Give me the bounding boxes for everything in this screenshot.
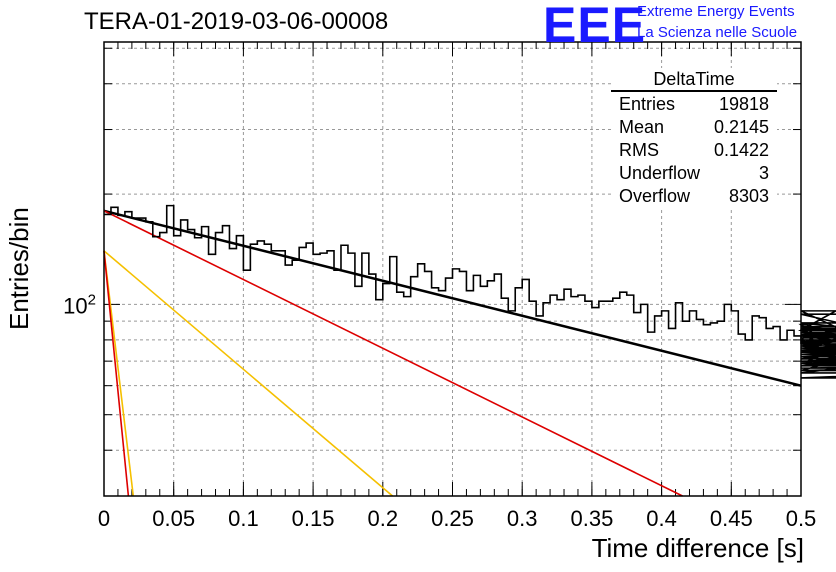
stats-box: DeltaTime Entries 19818 Mean 0.2145 RMS … [611, 68, 777, 208]
stats-row: RMS 0.1422 [611, 139, 777, 162]
x-axis-label: Time difference [s] [591, 533, 804, 563]
x-tick-label: 0 [98, 506, 110, 531]
stats-row: Underflow 3 [611, 162, 777, 185]
logo-line-2: La Scienza nelle Scuole [637, 24, 798, 41]
chart-title: TERA-01-2019-03-06-00008 [84, 8, 389, 35]
logo-line-1: Extreme Energy Events [637, 3, 795, 20]
x-tick-label: 0.4 [646, 506, 677, 531]
fit-line-fast [103, 250, 135, 497]
x-tick-label: 0.45 [710, 506, 753, 531]
stats-label: Mean [619, 117, 665, 137]
fit-line-slow [103, 210, 683, 497]
histogram [104, 204, 836, 379]
x-tick-label: 0.2 [368, 506, 399, 531]
stats-value: 3 [758, 163, 769, 183]
x-tick-label: 0.25 [431, 506, 474, 531]
fit-line-mid [103, 250, 394, 497]
fit-line-fastest [103, 250, 130, 497]
histogram-outline [104, 204, 836, 379]
plot-frame [103, 41, 802, 497]
x-tick-label: 0.05 [152, 506, 195, 531]
grid [104, 42, 801, 497]
y-tick-label: 102 [63, 291, 96, 318]
stats-label: Overflow [619, 186, 691, 206]
stats-row: Entries 19818 [611, 93, 777, 116]
stats-row: Mean 0.2145 [611, 116, 777, 139]
stats-value: 0.2145 [713, 117, 769, 137]
fit-curves [103, 209, 802, 497]
stats-label: Entries [619, 94, 676, 114]
x-tick-label: 0.3 [507, 506, 538, 531]
eee-logo: EEE [543, 0, 647, 53]
stats-label: RMS [619, 140, 659, 160]
y-axis-label: Entries/bin [4, 207, 34, 330]
fit-line-total [103, 209, 802, 387]
stats-row: Overflow 8303 [611, 185, 777, 208]
stats-label: Underflow [619, 163, 701, 183]
stats-title: DeltaTime [611, 68, 777, 92]
y-tick-labels: 102 [63, 291, 96, 318]
x-tick-label: 0.1 [228, 506, 259, 531]
x-tick-label: 0.15 [292, 506, 335, 531]
x-tick-labels: 0 0.05 0.1 0.15 0.2 0.25 0.3 0.35 0.4 0.45 0.5 [98, 506, 816, 531]
x-tick-label: 0.5 [786, 506, 817, 531]
x-tick-label: 0.35 [570, 506, 613, 531]
stats-value: 8303 [728, 186, 769, 206]
stats-value: 0.1422 [713, 140, 769, 160]
stats-value: 19818 [718, 94, 769, 114]
